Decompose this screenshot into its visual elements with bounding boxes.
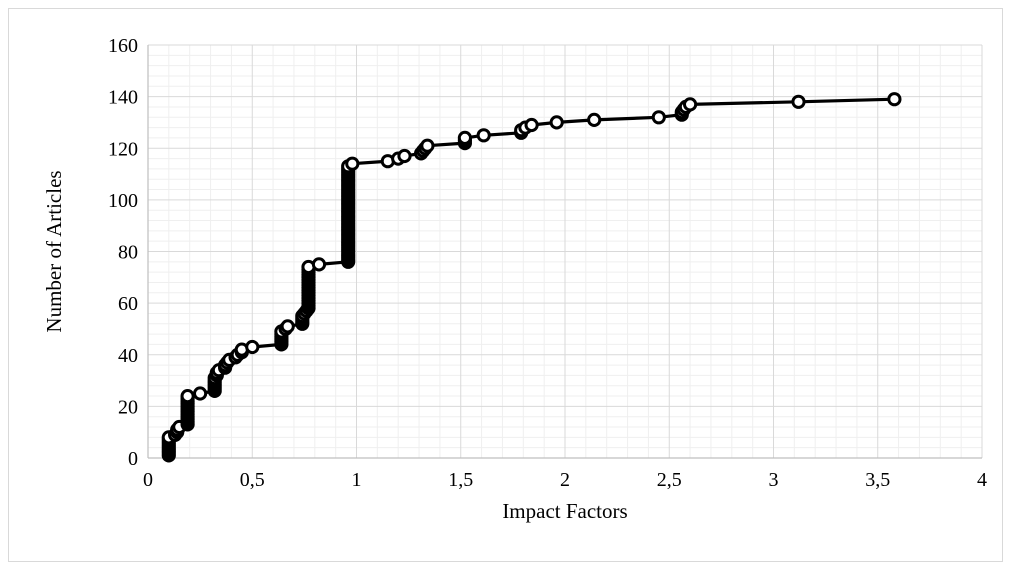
y-tick-label: 140 (108, 87, 138, 109)
x-tick-label: 1 (352, 469, 362, 491)
data-point (791, 94, 806, 109)
data-point (887, 92, 902, 107)
data-point (683, 97, 698, 112)
y-tick-label: 20 (118, 396, 138, 418)
data-markers (161, 92, 902, 463)
x-tick-label: 2 (560, 469, 570, 491)
data-point (345, 156, 360, 171)
axes (147, 45, 982, 459)
data-point (311, 257, 327, 272)
x-tick-label: 0 (143, 469, 153, 491)
y-tick-label: 160 (108, 35, 138, 57)
data-point (524, 117, 539, 133)
chart-frame: 0 0,5 1 1,5 2 2,5 3 3,5 4 0 20 40 60 80 100 120 140 160 I… (8, 8, 1003, 562)
x-tick-label: 3,5 (865, 469, 890, 491)
series-line (167, 97, 895, 456)
data-point (587, 112, 602, 128)
data-point (193, 386, 208, 401)
y-tick-label: 100 (108, 190, 138, 212)
data-point (397, 148, 412, 164)
data-point (245, 339, 260, 355)
data-point (549, 115, 564, 130)
data-point (476, 128, 491, 143)
x-tick-label: 4 (977, 469, 987, 491)
y-tick-label: 120 (108, 138, 138, 160)
major-gridlines (147, 44, 983, 459)
x-tick-label: 1,5 (448, 469, 473, 491)
y-tick-label: 40 (118, 345, 138, 367)
y-tick-label: 80 (118, 242, 138, 264)
data-point (457, 130, 472, 145)
data-point (180, 389, 195, 404)
y-axis-title: Number of Articles (42, 170, 66, 332)
x-tick-label: 3 (769, 469, 779, 491)
series-line-group (167, 97, 895, 456)
data-point (651, 110, 666, 125)
x-tick-label: 2,5 (657, 469, 682, 491)
x-tick-label: 0,5 (240, 469, 265, 491)
y-tick-label: 0 (128, 448, 138, 470)
data-point (280, 319, 295, 334)
x-axis-title: Impact Factors (502, 499, 627, 523)
y-tick-label: 60 (118, 293, 138, 315)
data-point (420, 138, 435, 153)
